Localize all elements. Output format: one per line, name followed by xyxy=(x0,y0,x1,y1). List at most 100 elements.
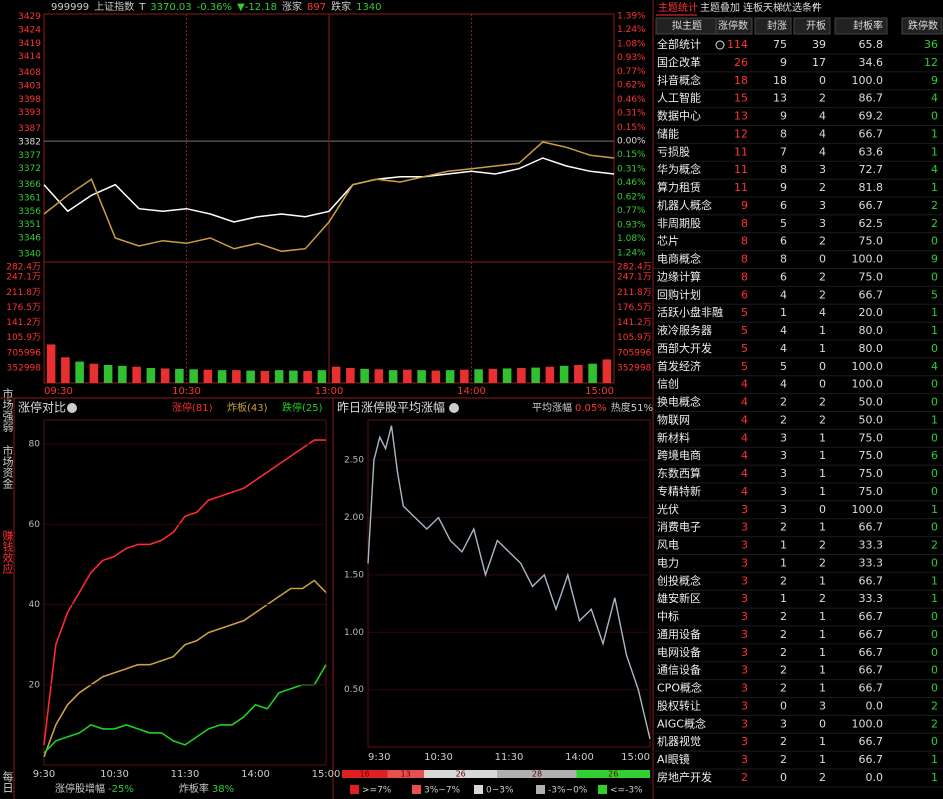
table-cell[interactable]: 非周期股 xyxy=(657,217,701,230)
table-cell[interactable]: 边缘计算 xyxy=(657,269,701,283)
table-cell: 6 xyxy=(780,235,787,248)
table-cell[interactable]: 机器人概念 xyxy=(657,198,712,212)
table-cell[interactable]: 风电 xyxy=(657,539,679,552)
table-cell: 0 xyxy=(931,396,938,409)
table-cell: 66.7 xyxy=(859,521,884,534)
x-tick-label: 14:00 xyxy=(565,752,594,763)
column-header[interactable]: 封涨 xyxy=(767,19,787,32)
table-cell[interactable]: 创投概念 xyxy=(657,573,701,587)
table-cell: 9 xyxy=(931,74,938,87)
side-tab[interactable]: 市场资金 xyxy=(1,444,14,489)
table-cell[interactable]: 芯片 xyxy=(657,234,679,248)
table-cell: 4 xyxy=(741,413,748,426)
table-cell[interactable]: 亏损股 xyxy=(657,144,690,158)
table-cell[interactable]: AIGC概念 xyxy=(657,716,706,730)
volume-bar xyxy=(374,369,384,383)
table-cell[interactable]: 换电概念 xyxy=(657,395,701,409)
table-cell[interactable]: 国企改革 xyxy=(657,55,701,69)
table-cell: 2 xyxy=(819,396,826,409)
table-cell: 0 xyxy=(819,717,826,730)
table-tab[interactable]: 优选条件 xyxy=(782,1,822,14)
table-cell[interactable]: 算力租赁 xyxy=(657,180,701,194)
table-cell[interactable]: 西部大开发 xyxy=(657,341,712,355)
table-cell: 9 xyxy=(780,110,787,123)
table-cell[interactable]: 雄安新区 xyxy=(657,591,701,605)
table-cell[interactable]: 通用设备 xyxy=(657,627,701,641)
table-cell[interactable]: 东数西算 xyxy=(657,466,701,480)
side-tab[interactable]: 每日 xyxy=(1,770,14,793)
table-cell: 0 xyxy=(931,431,938,444)
table-cell[interactable]: 电力 xyxy=(657,556,679,569)
side-tab[interactable]: 市场强弱 xyxy=(1,387,14,433)
table-tab[interactable]: 主题统计 xyxy=(658,1,698,14)
volume-bar xyxy=(160,368,170,383)
table-cell: 0 xyxy=(931,521,938,534)
table-cell[interactable]: 人工智能 xyxy=(657,91,701,105)
table-cell: 15 xyxy=(734,92,748,105)
table-cell[interactable]: 活跃小盘非融 xyxy=(657,305,723,319)
table-cell: 0 xyxy=(819,253,826,266)
side-tab[interactable]: 赚钱效应 xyxy=(1,529,14,575)
table-cell[interactable]: CPO概念 xyxy=(657,681,702,695)
y2-tick-label: 0.77% xyxy=(617,67,646,77)
table-tab[interactable]: 连板天梯 xyxy=(743,1,783,14)
table-cell: 6 xyxy=(741,288,748,301)
table-cell: 114 xyxy=(727,38,748,51)
table-cell: 100.0 xyxy=(852,717,884,730)
table-cell[interactable]: 通信设备 xyxy=(657,663,701,677)
table-cell: 2 xyxy=(780,396,787,409)
volume-bar xyxy=(531,367,540,383)
table-cell[interactable]: 消费电子 xyxy=(657,520,701,534)
table-cell[interactable]: 机器视觉 xyxy=(657,734,701,748)
table-cell: 62.5 xyxy=(859,217,884,230)
footer-label: 炸板率 xyxy=(179,782,209,795)
table-cell[interactable]: 中标 xyxy=(657,609,679,623)
table-cell[interactable]: 液冷服务器 xyxy=(657,323,712,337)
table-cell[interactable]: 抖音概念 xyxy=(657,73,701,87)
y-tick-label: 3387 xyxy=(18,124,41,134)
column-header[interactable]: 涨停数 xyxy=(718,19,748,32)
distribution-segment xyxy=(342,770,388,778)
column-header-bg xyxy=(754,17,792,35)
table-tab[interactable]: ? xyxy=(812,3,817,14)
y-tick-label: 3393 xyxy=(18,108,41,118)
table-cell[interactable]: 新材料 xyxy=(657,430,690,444)
x-tick-label: 11:30 xyxy=(495,752,524,763)
column-header[interactable]: 跌停数 xyxy=(908,19,938,32)
table-cell: 5 xyxy=(780,360,787,373)
table-cell: 11 xyxy=(734,181,748,194)
table-cell[interactable]: 光伏 xyxy=(657,502,679,516)
table-cell: 5 xyxy=(741,342,748,355)
table-cell[interactable]: 信创 xyxy=(657,378,679,391)
table-cell[interactable]: 股权转让 xyxy=(657,698,701,712)
table-cell[interactable]: 回购计划 xyxy=(657,287,701,301)
volume-bar xyxy=(89,363,99,383)
table-cell[interactable]: 储能 xyxy=(657,126,679,140)
table-cell[interactable]: 物联网 xyxy=(657,412,690,426)
column-header[interactable]: 开板 xyxy=(806,19,826,32)
table-cell: 75.0 xyxy=(859,467,884,480)
table-cell: 18 xyxy=(734,74,748,87)
table-cell[interactable]: 跨境电商 xyxy=(657,448,701,462)
table-cell[interactable]: 专精特新 xyxy=(657,484,701,498)
table-cell: 1 xyxy=(819,449,826,462)
table-cell[interactable]: 首发经济 xyxy=(657,359,701,373)
header-flag: T xyxy=(138,2,146,13)
table-cell: 1 xyxy=(931,771,938,784)
table-cell[interactable]: 华为概念 xyxy=(657,162,701,176)
distribution-value: 26 xyxy=(456,770,466,779)
volume-bar xyxy=(474,369,483,383)
volume-bar xyxy=(388,370,398,383)
table-cell[interactable]: 电商概念 xyxy=(657,252,701,266)
table-tab[interactable]: 主题叠加 xyxy=(700,2,740,14)
volume-bar xyxy=(331,366,341,383)
column-header[interactable]: 拟主题 xyxy=(672,19,702,32)
table-cell: 13 xyxy=(773,92,787,105)
table-cell[interactable]: AI眼镜 xyxy=(657,752,690,766)
table-cell[interactable]: 数据中心 xyxy=(657,109,701,123)
y-tick-label: 3351 xyxy=(18,220,41,230)
table-cell[interactable]: 电网设备 xyxy=(657,645,701,659)
table-cell[interactable]: 房地产开发 xyxy=(657,770,712,784)
column-header[interactable]: 封板率 xyxy=(853,19,883,32)
table-cell[interactable]: 全部统计 xyxy=(657,37,701,51)
